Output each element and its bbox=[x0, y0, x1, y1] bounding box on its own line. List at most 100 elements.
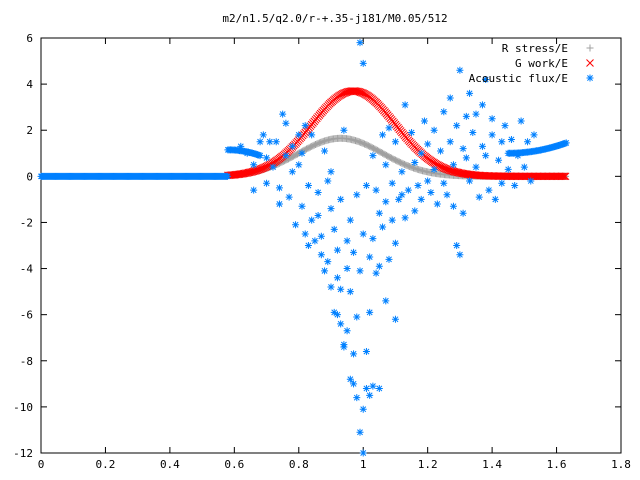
y-tick-label: -12 bbox=[13, 447, 33, 460]
data-point bbox=[359, 230, 367, 238]
data-point bbox=[250, 186, 258, 194]
data-point bbox=[433, 200, 441, 208]
data-point bbox=[311, 237, 319, 245]
data-point bbox=[430, 165, 438, 173]
data-point bbox=[308, 131, 316, 139]
data-point bbox=[250, 161, 258, 169]
data-point bbox=[337, 195, 345, 203]
x-tick-label: 0.8 bbox=[289, 458, 309, 471]
data-point bbox=[340, 343, 348, 351]
data-point bbox=[366, 391, 374, 399]
data-point bbox=[330, 308, 338, 316]
data-point bbox=[356, 428, 364, 436]
data-point bbox=[317, 232, 325, 240]
data-point bbox=[301, 230, 309, 238]
data-point bbox=[346, 375, 354, 383]
data-point bbox=[388, 216, 396, 224]
data-point bbox=[369, 235, 377, 243]
data-point bbox=[295, 131, 303, 139]
data-point bbox=[366, 253, 374, 261]
series-3 bbox=[37, 39, 570, 457]
data-point bbox=[524, 138, 532, 146]
data-point bbox=[292, 221, 300, 229]
data-point bbox=[557, 172, 566, 181]
chart-title: m2/n1.5/q2.0/r-+.35-j181/M0.05/512 bbox=[222, 12, 447, 25]
data-point bbox=[366, 308, 374, 316]
legend-label: G work/E bbox=[515, 57, 568, 70]
data-point bbox=[327, 205, 335, 213]
data-point bbox=[488, 115, 496, 123]
data-point bbox=[439, 163, 447, 172]
data-point bbox=[414, 182, 422, 190]
data-point bbox=[263, 154, 271, 162]
data-point bbox=[263, 179, 271, 187]
data-point bbox=[275, 200, 283, 208]
data-point bbox=[256, 138, 264, 146]
data-point bbox=[466, 177, 474, 185]
data-point bbox=[224, 172, 232, 180]
data-point bbox=[391, 315, 399, 323]
data-point bbox=[417, 195, 425, 203]
data-point bbox=[408, 129, 416, 137]
data-point bbox=[343, 265, 351, 273]
data-point bbox=[375, 209, 383, 217]
data-point bbox=[517, 117, 525, 125]
data-point bbox=[359, 449, 367, 457]
data-point bbox=[437, 147, 445, 155]
data-point bbox=[511, 182, 519, 190]
data-point bbox=[269, 163, 277, 171]
data-point bbox=[472, 163, 480, 171]
data-point bbox=[333, 246, 341, 254]
data-point bbox=[369, 382, 377, 390]
data-point bbox=[527, 177, 535, 185]
data-point bbox=[266, 138, 274, 146]
data-point bbox=[321, 267, 329, 275]
x-tick-label: 0.4 bbox=[160, 458, 180, 471]
legend: R stress/E G work/E Acoustic flux/E bbox=[469, 42, 594, 85]
data-point bbox=[382, 297, 390, 305]
data-point bbox=[314, 212, 322, 220]
plot-frame bbox=[40, 37, 622, 454]
x-tick-label: 1.4 bbox=[482, 458, 502, 471]
data-point bbox=[327, 283, 335, 291]
data-point bbox=[395, 195, 403, 203]
data-point bbox=[282, 119, 290, 127]
axes: 0 0.2 0.4 0.6 0.8 1 1.2 1.4 1.6 1.8 6 4 2 0 -2 -4 -6 -8 -1… bbox=[13, 32, 631, 471]
data-point bbox=[459, 209, 467, 217]
data-point bbox=[482, 76, 490, 83]
data-point bbox=[385, 255, 393, 263]
data-point bbox=[478, 101, 486, 109]
data-point bbox=[362, 384, 370, 392]
data-point bbox=[488, 131, 496, 139]
data-point bbox=[337, 320, 345, 328]
data-point bbox=[324, 177, 332, 185]
x-tick-label: 1.2 bbox=[418, 458, 438, 471]
x-tick-label: 1.6 bbox=[547, 458, 567, 471]
data-point bbox=[440, 179, 448, 187]
data-point bbox=[272, 138, 280, 146]
data-point bbox=[430, 126, 438, 134]
data-point bbox=[337, 285, 345, 293]
data-point bbox=[520, 163, 528, 171]
data-point bbox=[398, 191, 406, 199]
data-point bbox=[301, 122, 309, 130]
data-point bbox=[446, 94, 454, 102]
data-point bbox=[495, 156, 503, 164]
data-point bbox=[350, 380, 358, 388]
data-point bbox=[446, 138, 454, 146]
data-point bbox=[333, 274, 341, 282]
data-point bbox=[353, 191, 361, 199]
data-point bbox=[388, 179, 396, 187]
data-point bbox=[285, 193, 293, 201]
series-2 bbox=[224, 87, 570, 181]
data-point bbox=[346, 288, 354, 296]
data-point bbox=[304, 182, 312, 190]
x-tick-label: 0 bbox=[38, 458, 45, 471]
data-point bbox=[472, 110, 480, 118]
data-point bbox=[391, 239, 399, 247]
data-point bbox=[353, 394, 361, 402]
data-point bbox=[462, 154, 470, 162]
data-point bbox=[466, 89, 474, 97]
data-point bbox=[343, 327, 351, 335]
